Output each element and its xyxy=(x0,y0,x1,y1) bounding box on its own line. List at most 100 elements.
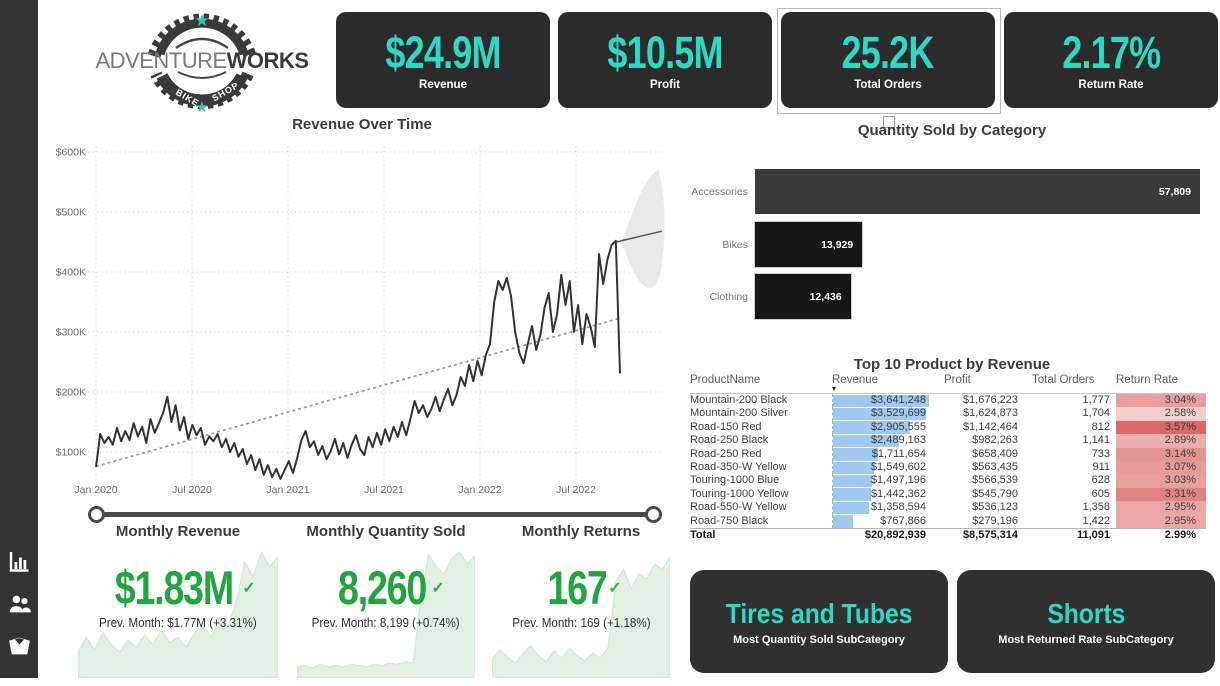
most-returned-subcategory-card[interactable]: Shorts Most Returned Rate SubCategory xyxy=(957,570,1215,673)
bar-value-label: 57,809 xyxy=(1158,185,1191,198)
sparkline-area xyxy=(78,550,278,678)
kpi-value: $10.5M xyxy=(607,26,723,78)
monthly-revenue-title: Monthly Revenue xyxy=(115,523,241,540)
subcategory-value: Shorts xyxy=(1046,597,1126,629)
cell-orders: 733 xyxy=(1091,447,1110,460)
kpi-card-profit[interactable]: $10.5M Profit xyxy=(558,12,772,108)
kpi-value: $1.83M xyxy=(115,561,234,614)
slider-handle-end[interactable] xyxy=(645,506,662,523)
kpi-label: Return Rate xyxy=(1078,78,1144,91)
kpi-value: 25.2K xyxy=(841,26,935,78)
bar-chart-icon[interactable] xyxy=(7,549,32,574)
cell-return-rate: 3.57% xyxy=(1116,420,1206,435)
box-icon[interactable] xyxy=(7,633,32,658)
column-header-return-rate[interactable]: Return Rate xyxy=(1116,374,1179,386)
kpi-card-total-orders[interactable]: 25.2K Total Orders xyxy=(781,12,995,108)
trend-line xyxy=(95,317,621,468)
cell-profit: $279,196 xyxy=(972,514,1018,527)
cell-revenue: $3,641,248 xyxy=(832,394,944,408)
table-row[interactable]: Touring-1000 Blue $1,497,196 $566,539 628 3.… xyxy=(690,474,1206,488)
resize-handle[interactable] xyxy=(883,116,895,128)
category-bar-bikes[interactable]: 13,929 xyxy=(753,221,864,268)
y-axis-label: $600K xyxy=(56,147,86,159)
cell-profit: $566,539 xyxy=(972,474,1018,487)
bar-value-label: 13,929 xyxy=(821,238,854,251)
table-row[interactable]: Road-550-W Yellow $1,358,594 $536,123 1,358… xyxy=(690,501,1206,515)
check-icon: ✓ xyxy=(242,580,256,597)
cell-product-name: Road-550-W Yellow xyxy=(690,501,787,514)
subcategory-label: Most Returned Rate SubCategory xyxy=(998,633,1174,646)
cell-profit: $536,123 xyxy=(972,501,1018,514)
table-row[interactable]: Road-150 Red $2,905,555 $1,142,464 812 3.57% xyxy=(690,420,1206,435)
table-row[interactable]: Road-350-W Yellow $1,549,602 $563,435 911 3.… xyxy=(690,461,1206,475)
kpi-value: 2.17% xyxy=(1061,26,1161,78)
table-row[interactable]: Mountain-200 Black $3,641,248 $1,676,223 1,… xyxy=(690,394,1206,408)
cell-product-name: Road-250 Black xyxy=(690,434,769,447)
slider-handle-start[interactable] xyxy=(88,506,105,523)
revenue-data-bar xyxy=(833,488,872,501)
most-quantity-subcategory-card[interactable]: Tires and Tubes Most Quantity Sold SubCa… xyxy=(690,570,948,673)
category-bar-clothing[interactable]: 12,436 xyxy=(754,273,852,320)
cell-revenue: $1,497,196 xyxy=(832,474,944,488)
table-row[interactable]: Road-750 Black $767,866 $279,196 1,422 2.95% xyxy=(690,514,1206,529)
kpi-value: 8,260 xyxy=(338,561,427,614)
cell-orders: 1,358 xyxy=(1082,501,1110,514)
table-header: ProductName Revenue ▾ Profit Total Orders Ret… xyxy=(690,374,1206,394)
monthly-returns-kpi[interactable]: 167 ✓ Prev. Month: 169 (+1.18%) xyxy=(492,548,670,678)
cell-profit: $1,676,223 xyxy=(962,394,1018,406)
column-header-total-orders[interactable]: Total Orders xyxy=(1032,374,1095,386)
table-total-row: Total $20,892,939 $8,575,314 11,091 2.99% xyxy=(690,528,1206,542)
cell-product-name: Road-350-W Yellow xyxy=(690,461,787,474)
star-icon: ★ xyxy=(195,99,208,116)
kpi-card-revenue[interactable]: $24.9M Revenue xyxy=(336,12,550,108)
kpi-value: 167 xyxy=(547,561,608,614)
cell-product-name: Mountain-200 Silver xyxy=(690,407,788,420)
category-label: Bikes xyxy=(722,238,748,251)
cell-profit: $545,790 xyxy=(972,487,1018,500)
check-icon: ✓ xyxy=(608,580,622,597)
check-icon: ✓ xyxy=(431,580,445,597)
revenue-data-bar xyxy=(833,434,899,448)
revenue-data-bar xyxy=(833,461,874,474)
revenue-data-bar xyxy=(833,394,929,407)
x-axis-label: Jul 2022 xyxy=(556,484,596,496)
table-row[interactable]: Road-250 Black $2,489,163 $982,263 1,141 2.8… xyxy=(690,434,1206,448)
column-header-revenue[interactable]: Revenue ▾ xyxy=(832,374,944,393)
column-header-productname[interactable]: ProductName xyxy=(690,374,761,386)
table-row[interactable]: Mountain-200 Silver $3,529,699 $1,624,873 1… xyxy=(690,407,1206,421)
table-row[interactable]: Touring-1000 Yellow $1,442,362 $545,790 605… xyxy=(690,487,1206,502)
kpi-card-return-rate[interactable]: 2.17% Return Rate xyxy=(1004,12,1218,108)
column-header-profit[interactable]: Profit xyxy=(944,374,971,386)
date-range-slider xyxy=(88,505,662,525)
y-axis-label: $300K xyxy=(56,327,86,339)
cell-return-rate: 2.58% xyxy=(1116,407,1206,421)
bar-value-label: 12,436 xyxy=(809,290,842,303)
category-bar-accessories[interactable]: 57,809 xyxy=(755,169,1200,214)
cell-revenue: $1,358,594 xyxy=(832,501,944,515)
monthly-quantity-kpi[interactable]: 8,260 ✓ Prev. Month: 8,199 (+0.74%) xyxy=(297,548,475,678)
cell-orders: 1,141 xyxy=(1082,434,1110,447)
revenue-line[interactable] xyxy=(95,239,621,480)
cell-orders: 628 xyxy=(1091,474,1110,487)
revenue-data-bar xyxy=(833,515,854,528)
revenue-over-time-chart[interactable]: $600K $500K $400K $300K $200K $100K Jan 2020 Ju… xyxy=(50,136,692,508)
revenue-data-bar xyxy=(833,501,869,515)
cell-orders: 1,704 xyxy=(1082,407,1110,420)
cell-orders: 1,777 xyxy=(1082,394,1110,406)
quantity-by-category-chart: Accessories 57,809 Bikes 13,929 Clothing 12,4… xyxy=(690,160,1214,325)
revenue-data-bar xyxy=(833,421,910,434)
category-bar-row: Accessories 57,809 xyxy=(690,169,1214,214)
kpi-label: Profit xyxy=(649,78,681,91)
cell-revenue: $1,549,602 xyxy=(832,461,944,475)
cell-orders: 812 xyxy=(1091,420,1110,433)
table-row[interactable]: Road-250 Red $1,711,654 $658,409 733 3.14% xyxy=(690,447,1206,462)
x-axis-label: Jul 2020 xyxy=(172,484,212,496)
slider-track[interactable] xyxy=(96,512,654,517)
x-axis-label: Jul 2021 xyxy=(364,484,404,496)
people-icon[interactable] xyxy=(7,591,32,616)
cell-profit: $658,409 xyxy=(972,447,1018,460)
monthly-revenue-kpi[interactable]: $1.83M ✓ Prev. Month: $1.77M (+3.31%) xyxy=(78,548,278,678)
sort-desc-icon: ▾ xyxy=(832,384,837,393)
cell-return-rate: 3.03% xyxy=(1116,474,1206,488)
kpi-prev-month: Prev. Month: 169 (+1.18%) xyxy=(511,615,651,630)
